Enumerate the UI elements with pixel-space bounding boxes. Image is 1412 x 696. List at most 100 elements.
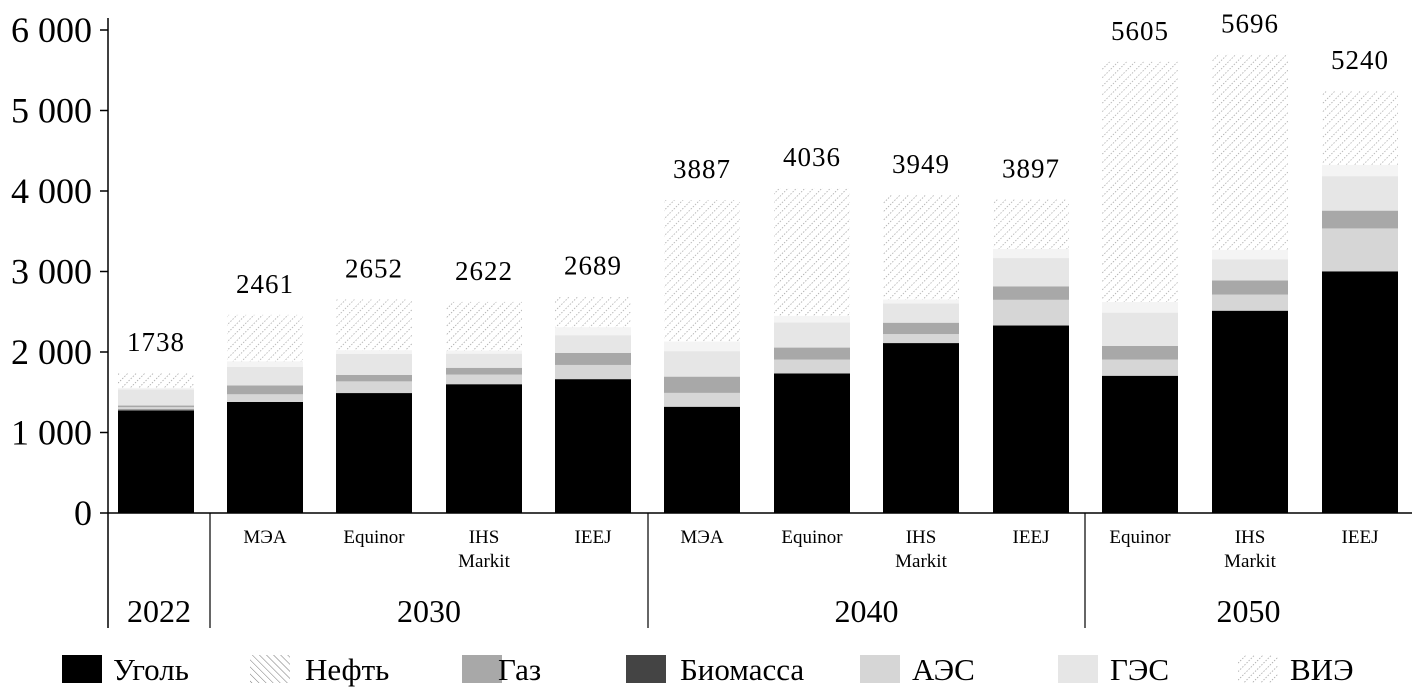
bar-segment-3-Нефть [446, 350, 522, 354]
legend: Уголь Нефть Газ Биомасса АЭС ГЭС ВИЭ [62, 652, 1354, 687]
bar-segment-7-АЭС [883, 334, 959, 344]
legend-swatch-ГЭС [1058, 655, 1098, 683]
bar-segment-11-ВИЭ [1322, 91, 1398, 165]
bar-segment-7-Нефть [883, 299, 959, 304]
group-label: 2030 [397, 593, 461, 629]
category-label: IEEJ [575, 527, 612, 548]
bar-segment-2-Газ [336, 374, 412, 382]
bar-segment-3-Газ [446, 367, 522, 375]
bar-total-label: 1738 [127, 327, 185, 357]
bar-segment-11-Уголь [1322, 271, 1398, 513]
bar-total-label: 3887 [673, 154, 731, 184]
bar-segment-2-ВИЭ [336, 299, 412, 351]
bar-segment-7-ВИЭ [883, 195, 959, 300]
legend-label: Уголь [113, 652, 189, 687]
category-label: IHS [906, 527, 937, 548]
bar-segment-11-АЭС [1322, 228, 1398, 272]
bar-segment-9-Уголь [1102, 375, 1178, 513]
legend-label: Газ [498, 652, 541, 687]
bar-segment-6-Уголь [774, 373, 850, 513]
bar-segment-3-ВИЭ [446, 301, 522, 351]
bar-segment-5-АЭС [664, 392, 740, 407]
bar-segment-5-Уголь [664, 406, 740, 513]
bar-total-label: 4036 [783, 142, 841, 172]
category-label: Equinor [781, 527, 843, 548]
bar-segment-0-Нефть [118, 387, 194, 390]
bar-segment-11-Газ [1322, 210, 1398, 229]
bar-segment-4-Уголь [555, 379, 631, 513]
bar-segment-5-Нефть [664, 341, 740, 352]
bar-segment-10-Уголь [1212, 310, 1288, 513]
category-label: Markit [458, 551, 510, 572]
bar-segment-6-ГЭС [774, 322, 850, 348]
bar-segment-8-ГЭС [993, 258, 1069, 287]
bar-segment-4-Газ [555, 352, 631, 365]
bar-segment-7-ГЭС [883, 303, 959, 323]
bar-segment-3-ГЭС [446, 353, 522, 368]
axes-layer: 0 1 000 2 000 3 000 4 000 5 000 6 000 [11, 10, 1412, 628]
bar-segment-10-ВИЭ [1212, 54, 1288, 250]
legend-label: Биомасса [680, 652, 804, 687]
bar-total-label: 5605 [1111, 16, 1169, 46]
legend-swatch-Уголь [62, 655, 102, 683]
bar-total-label: 2622 [455, 256, 513, 286]
bar-total-label: 2652 [345, 254, 403, 284]
bar-segment-6-ВИЭ [774, 188, 850, 316]
bar-segment-2-АЭС [336, 381, 412, 394]
legend-label: АЭС [912, 652, 975, 687]
bar-segment-3-АЭС [446, 374, 522, 385]
y-tick-label: 1 000 [11, 413, 92, 453]
y-tick-label: 0 [74, 493, 92, 533]
legend-swatch-Биомасса [626, 655, 666, 683]
bar-segment-9-ГЭС [1102, 312, 1178, 346]
bar-segment-4-ГЭС [555, 335, 631, 353]
labels-layer: 1738 2461 2652 2622 2689 3887 4036 3949 3897 5605… [127, 8, 1388, 629]
bar-segment-1-Газ [227, 385, 303, 395]
bar-segment-8-Уголь [993, 325, 1069, 513]
bar-segment-1-Нефть [227, 361, 303, 367]
bar-segment-9-ВИЭ [1102, 61, 1178, 303]
bar-segment-6-Газ [774, 347, 850, 360]
bar-segment-5-ГЭС [664, 351, 740, 377]
y-tick-label: 6 000 [11, 10, 92, 50]
bar-segment-4-АЭС [555, 364, 631, 380]
y-tick-label: 5 000 [11, 91, 92, 131]
y-tick-label: 3 000 [11, 252, 92, 292]
bar-segment-8-Нефть [993, 249, 1069, 259]
legend-label: ВИЭ [1290, 652, 1354, 687]
group-label: 2050 [1217, 593, 1281, 629]
legend-swatch-АЭС [860, 655, 900, 683]
bar-total-label: 3949 [892, 149, 950, 179]
category-label: IEEJ [1342, 527, 1379, 548]
bar-segment-4-Нефть [555, 327, 631, 336]
category-label: МЭА [680, 527, 723, 548]
legend-label: ГЭС [1110, 652, 1169, 687]
bar-segment-11-Нефть [1322, 164, 1398, 177]
group-label: 2040 [835, 593, 899, 629]
bar-segment-1-ГЭС [227, 366, 303, 386]
bar-segment-2-Нефть [336, 350, 412, 355]
bar-total-label: 5696 [1221, 8, 1279, 38]
bar-segment-10-ГЭС [1212, 259, 1288, 281]
bar-segment-0-Уголь [118, 410, 194, 513]
category-label: Markit [1224, 551, 1276, 572]
bar-segment-4-ВИЭ [555, 296, 631, 328]
bar-segment-9-Нефть [1102, 302, 1178, 313]
y-tick-label: 4 000 [11, 171, 92, 211]
legend-label: Нефть [305, 652, 389, 687]
bar-total-label: 2461 [236, 269, 294, 299]
bar-segment-1-ВИЭ [227, 314, 303, 362]
bar-segment-1-АЭС [227, 394, 303, 402]
bar-segment-0-ГЭС [118, 389, 194, 406]
category-label: Equinor [1109, 527, 1171, 548]
bar-segment-9-Газ [1102, 345, 1178, 360]
bar-segment-10-Газ [1212, 280, 1288, 295]
bar-segment-1-Уголь [227, 401, 303, 513]
bar-total-label: 3897 [1002, 153, 1060, 183]
bar-segment-8-Газ [993, 286, 1069, 300]
bar-segment-5-ВИЭ [664, 200, 740, 342]
bar-segment-0-Биомасса [118, 409, 194, 411]
bar-segment-0-Газ [118, 405, 194, 408]
bar-segment-11-ГЭС [1322, 176, 1398, 211]
